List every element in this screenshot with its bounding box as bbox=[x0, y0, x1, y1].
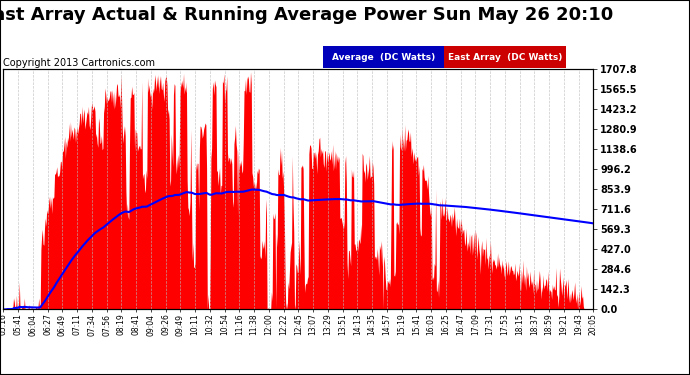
Text: Copyright 2013 Cartronics.com: Copyright 2013 Cartronics.com bbox=[3, 58, 155, 68]
Text: East Array  (DC Watts): East Array (DC Watts) bbox=[448, 53, 562, 62]
Text: Average  (DC Watts): Average (DC Watts) bbox=[332, 53, 435, 62]
Text: East Array Actual & Running Average Power Sun May 26 20:10: East Array Actual & Running Average Powe… bbox=[0, 6, 613, 24]
